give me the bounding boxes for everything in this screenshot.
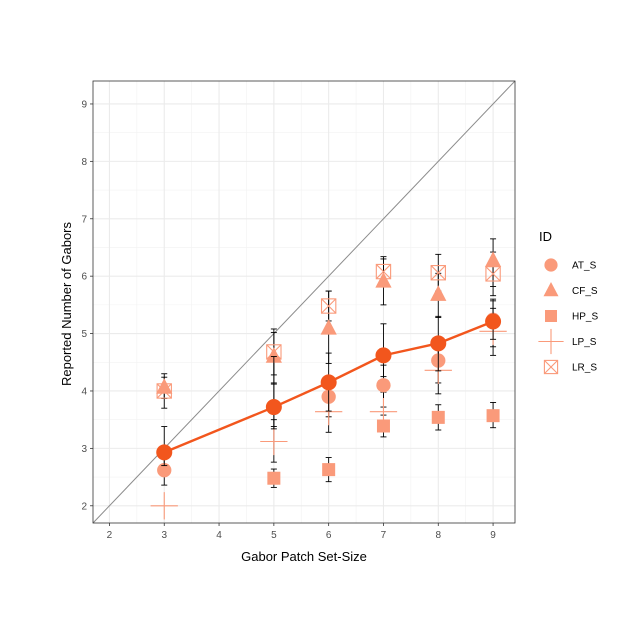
marker-square <box>267 471 281 485</box>
plot-area: 2 3 4 5 6 7 8 9 2 3 4 5 6 7 8 9 <box>81 80 516 541</box>
data-point-lp-s <box>369 397 398 426</box>
x-axis-title: Gabor Patch Set-Size <box>241 549 367 564</box>
legend-key-cf-s <box>543 281 559 297</box>
mean-point <box>156 444 173 461</box>
marker-square <box>545 310 557 322</box>
legend-label-hp-s: HP_S <box>572 312 598 323</box>
y-axis-title: Reported Number of Gabors <box>59 221 74 386</box>
marker-square-x-box <box>375 263 392 280</box>
marker-square <box>431 410 445 424</box>
legend-label-lp-s: LP_S <box>572 337 597 348</box>
marker-triangle <box>430 285 447 301</box>
data-point-cf-s <box>375 272 392 288</box>
mean-point <box>375 347 392 364</box>
x-tick-label: 4 <box>216 530 222 541</box>
mean-point <box>430 335 447 352</box>
data-point-hp-s <box>376 419 390 433</box>
marker-square-x-box <box>543 359 559 375</box>
data-point-cf-s <box>430 285 447 301</box>
mean-point <box>485 313 502 330</box>
data-point-lp-s <box>260 427 288 456</box>
x-tick-label: 7 <box>381 530 387 541</box>
marker-triangle <box>320 319 337 335</box>
x-tick-label: 2 <box>107 530 113 541</box>
y-tick-label: 3 <box>81 444 87 455</box>
plot-border <box>92 80 516 524</box>
legend-label-cf-s: CF_S <box>572 286 598 297</box>
y-tick-label: 9 <box>81 99 87 110</box>
marker-square <box>376 419 390 433</box>
marker-circle <box>544 258 558 272</box>
data-point-cf-s <box>156 378 173 394</box>
marker-square-x-line <box>430 265 446 281</box>
x-tick-label: 5 <box>271 530 277 541</box>
marker-triangle <box>543 281 559 297</box>
x-tick-label: 6 <box>326 530 332 541</box>
data-point-cf-s <box>484 251 502 267</box>
y-tick-label: 6 <box>81 272 87 283</box>
y-tick-label: 7 <box>81 214 87 225</box>
data-point-lr-s <box>430 265 446 281</box>
x-tick-label: 8 <box>435 530 441 541</box>
mean-point <box>320 374 337 391</box>
legend-item-at-s: AT_S <box>544 258 597 272</box>
marker-square-x-box <box>156 383 172 399</box>
legend-key-lr-s <box>543 359 559 375</box>
data-point-cf-s <box>320 319 337 335</box>
legend-item-hp-s: HP_S <box>545 310 598 323</box>
data-point-hp-s <box>486 409 500 423</box>
y-tick-label: 2 <box>81 501 87 512</box>
x-tick-label: 3 <box>161 530 167 541</box>
data-point-lp-s <box>150 492 178 520</box>
marker-square-x-box <box>430 265 446 281</box>
y-tick-label: 5 <box>81 329 87 340</box>
legend-label-lr-s: LR_S <box>572 363 597 374</box>
marker-square <box>486 409 500 423</box>
legend-title: ID <box>539 229 552 244</box>
marker-square-x-box <box>320 298 337 314</box>
legend: AT_S CF_S HP_S LP_S LR_S <box>538 258 598 375</box>
marker-square-x-line <box>156 383 172 399</box>
data-point-lr-s <box>375 263 392 280</box>
legend-key-hp-s <box>545 310 557 322</box>
marker-square-x-box <box>485 266 501 282</box>
data-point-lr-s <box>320 298 337 314</box>
data-point-hp-s <box>322 463 336 477</box>
marker-square-x-line <box>544 360 558 374</box>
marker-circle <box>157 463 172 478</box>
data-point-hp-s <box>431 410 445 424</box>
data-point-at-s <box>376 378 391 393</box>
marker-triangle <box>484 251 502 267</box>
marker-square-x-line <box>321 298 337 314</box>
data-point-lr-s <box>485 266 501 282</box>
marker-triangle <box>375 272 392 288</box>
legend-label-at-s: AT_S <box>572 261 597 272</box>
data-point-lr-s <box>156 383 172 399</box>
legend-item-lr-s: LR_S <box>543 359 597 375</box>
y-tick-label: 4 <box>81 386 87 397</box>
marker-square <box>322 463 336 477</box>
mean-line <box>163 320 494 454</box>
data-point-hp-s <box>267 471 281 485</box>
marker-square-x-line <box>375 264 392 280</box>
legend-key-lp-s <box>538 328 564 355</box>
marker-triangle <box>156 378 173 394</box>
marker-square-x-line <box>266 344 282 360</box>
data-point-at-s <box>157 463 172 478</box>
marker-circle <box>376 378 391 393</box>
legend-item-lp-s: LP_S <box>538 328 597 355</box>
mean-point <box>265 399 282 416</box>
legend-key-at-s <box>544 258 558 272</box>
legend-item-cf-s: CF_S <box>543 281 598 297</box>
marker-square-x-line <box>485 266 501 282</box>
y-tick-label: 8 <box>81 157 87 168</box>
x-tick-label: 9 <box>490 530 496 541</box>
